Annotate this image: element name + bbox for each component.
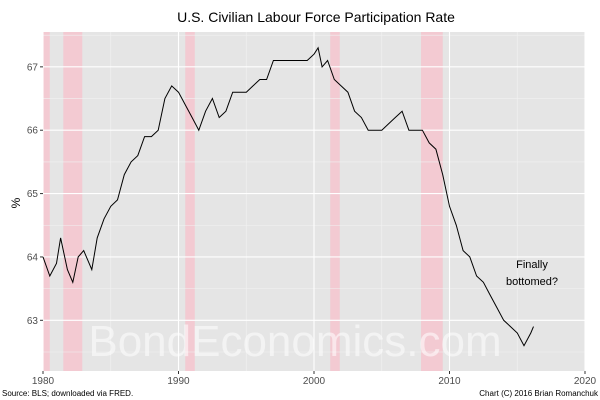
chart-title: U.S. Civilian Labour Force Participation… bbox=[177, 9, 455, 25]
y-tick-label-65: 65 bbox=[27, 189, 39, 200]
y-tick-label-67: 67 bbox=[27, 62, 39, 73]
x-tick-label-2010: 2010 bbox=[438, 376, 461, 387]
annotation-line-1: Finally bbox=[516, 259, 548, 271]
x-axis: 1980 1990 2000 2010 2020 bbox=[32, 371, 597, 387]
y-axis: 63 64 65 66 67 bbox=[27, 62, 43, 327]
y-tick-label-64: 64 bbox=[27, 252, 39, 263]
x-tick-label-2020: 2020 bbox=[574, 376, 597, 387]
x-tick-label-1990: 1990 bbox=[167, 376, 190, 387]
watermark: BondEconomics.com bbox=[88, 317, 501, 366]
recession-bands bbox=[43, 32, 443, 371]
series-line bbox=[42, 46, 534, 347]
credit-note: Chart (C) 2016 Brian Romanchuk bbox=[479, 389, 599, 398]
recession-band-1 bbox=[63, 32, 83, 371]
x-tick-label-2000: 2000 bbox=[303, 376, 326, 387]
x-tick-label-1980: 1980 bbox=[32, 376, 55, 387]
grid bbox=[42, 32, 586, 371]
recession-band-4 bbox=[421, 32, 443, 371]
annotation-line-2: bottomed? bbox=[506, 276, 558, 288]
recession-band-0 bbox=[43, 32, 50, 371]
y-axis-label: % bbox=[9, 197, 23, 208]
source-note: Source: BLS; downloaded via FRED. bbox=[2, 389, 133, 398]
y-tick-label-66: 66 bbox=[27, 126, 39, 137]
recession-band-2 bbox=[185, 32, 195, 371]
y-tick-label-63: 63 bbox=[27, 316, 39, 327]
recession-band-3 bbox=[330, 32, 340, 371]
